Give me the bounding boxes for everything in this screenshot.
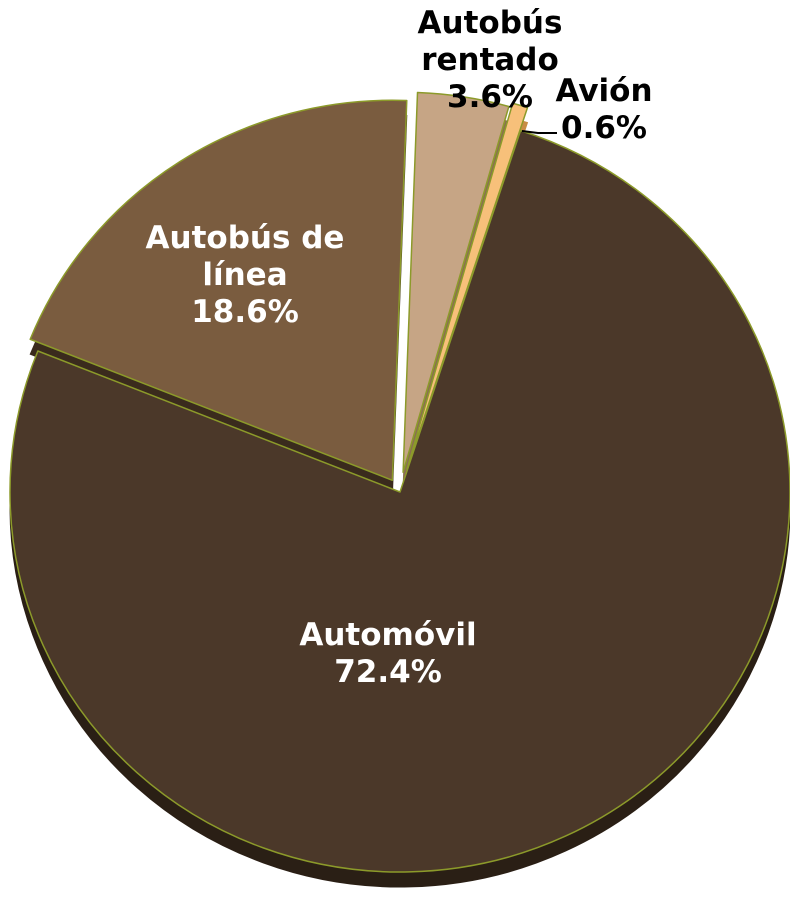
slice-labels: Automóvil 72.4% Autobús de línea 18.6% Autobú… xyxy=(146,5,653,690)
slice-automovil xyxy=(9,129,790,873)
slice-autobus-rentado xyxy=(402,91,510,473)
slice-avion xyxy=(406,102,529,470)
slice-label-automovil: Automóvil 72.4% xyxy=(299,617,476,690)
slice-label-autobus-rentado: Autobús rentado 3.6% xyxy=(418,5,563,115)
leader-line-avion xyxy=(521,130,557,134)
leader-lines xyxy=(521,130,557,134)
slice-autobus-de-linea xyxy=(29,99,408,482)
pie-slices xyxy=(9,91,790,873)
slice-label-avion: Avión 0.6% xyxy=(555,73,652,146)
slice-label-autobus-de-linea: Autobús de línea 18.6% xyxy=(146,220,345,330)
